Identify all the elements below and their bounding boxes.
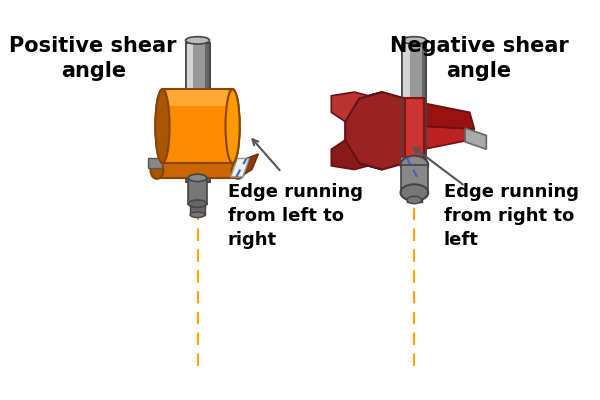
- Polygon shape: [163, 89, 233, 163]
- Bar: [185, 43, 193, 182]
- Text: Positive shear
angle: Positive shear angle: [10, 36, 177, 80]
- Bar: [190, 204, 205, 215]
- Polygon shape: [401, 158, 424, 177]
- Bar: [205, 43, 209, 182]
- Polygon shape: [331, 92, 382, 122]
- Ellipse shape: [188, 174, 207, 182]
- Text: Negative shear
angle: Negative shear angle: [389, 36, 568, 80]
- Bar: [403, 43, 410, 182]
- Ellipse shape: [188, 200, 207, 207]
- Bar: [403, 43, 427, 182]
- Ellipse shape: [151, 162, 163, 179]
- Polygon shape: [424, 103, 475, 129]
- Polygon shape: [465, 128, 487, 149]
- Polygon shape: [331, 140, 382, 170]
- Ellipse shape: [401, 184, 428, 201]
- Ellipse shape: [185, 37, 209, 44]
- Polygon shape: [405, 98, 424, 163]
- Ellipse shape: [155, 89, 170, 163]
- Ellipse shape: [226, 89, 239, 163]
- Bar: [401, 165, 428, 193]
- Ellipse shape: [403, 37, 427, 44]
- Ellipse shape: [401, 156, 428, 174]
- Polygon shape: [157, 163, 238, 178]
- Ellipse shape: [190, 212, 205, 218]
- Polygon shape: [345, 92, 405, 170]
- Text: Edge running
from right to
left: Edge running from right to left: [444, 183, 579, 248]
- Ellipse shape: [226, 89, 239, 163]
- Polygon shape: [231, 158, 249, 177]
- Ellipse shape: [232, 162, 245, 179]
- Bar: [185, 43, 209, 182]
- Bar: [422, 43, 427, 182]
- Bar: [403, 43, 427, 182]
- Ellipse shape: [155, 89, 170, 163]
- Polygon shape: [163, 89, 233, 163]
- Polygon shape: [148, 158, 161, 168]
- Polygon shape: [424, 126, 475, 149]
- Text: Edge running
from left to
right: Edge running from left to right: [228, 183, 363, 248]
- Polygon shape: [240, 154, 259, 177]
- Polygon shape: [167, 89, 228, 106]
- Bar: [185, 43, 209, 182]
- Bar: [407, 189, 422, 202]
- Bar: [188, 178, 207, 204]
- Ellipse shape: [407, 196, 422, 204]
